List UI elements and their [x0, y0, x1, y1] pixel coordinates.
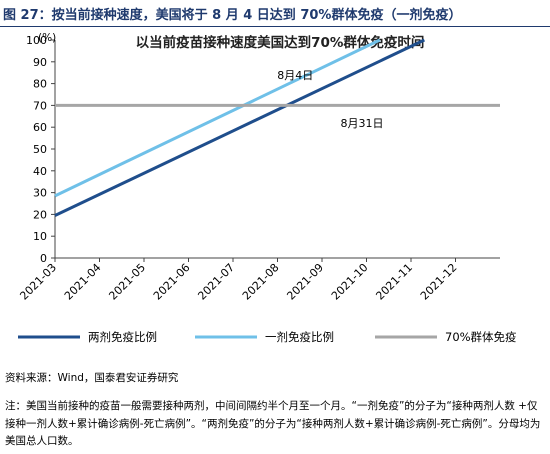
figure-title-bar: 图 27：按当前接种速度，美国将于 8 月 4 日达到 70%群体免疫（一剂免疫… — [0, 0, 550, 27]
y-tick-label: 50 — [33, 143, 47, 156]
y-tick-label: 10 — [33, 230, 47, 243]
legend-label-3: 70%群体免疫 — [445, 330, 517, 344]
chart-title: 以当前疫苗接种速度美国达到70%群体免疫时间 — [136, 34, 425, 51]
y-tick-label: 60 — [33, 121, 47, 134]
x-tick-label: 2021-07 — [195, 261, 237, 303]
x-tick-label: 2021-09 — [284, 261, 326, 303]
legend-label-2: 一剂免疫比例 — [265, 330, 334, 344]
y-tick-label: 100 — [26, 34, 47, 47]
legend-label-1: 两剂免疫比例 — [88, 330, 157, 344]
y-tick-label: 90 — [33, 56, 47, 69]
annotation-label-1: 8月4日 — [277, 69, 313, 82]
y-tick-label: 30 — [33, 187, 47, 200]
annotation-label-2: 8月31日 — [341, 117, 384, 130]
x-tick-label: 2021-10 — [329, 261, 371, 303]
x-tick-label: 2021-04 — [62, 261, 104, 303]
x-tick-label: 2021-06 — [151, 261, 193, 303]
x-tick-label: 2021-03 — [17, 261, 59, 303]
x-tick-label: 2021-11 — [373, 261, 415, 303]
y-axis-unit-label: (%) — [38, 32, 56, 44]
y-tick-label: 70 — [33, 99, 47, 112]
y-tick-label: 0 — [40, 252, 47, 265]
figure-title: 图 27：按当前接种速度，美国将于 8 月 4 日达到 70%群体免疫（一剂免疫… — [3, 8, 462, 23]
y-tick-label: 20 — [33, 208, 47, 221]
series-line-1 — [54, 38, 425, 217]
y-tick-label: 40 — [33, 165, 47, 178]
series-line-2 — [54, 38, 381, 198]
footnote-text: 注：美国当前接种的疫苗一般需要接种两剂，中间间隔约半个月至一个月。“一剂免疫”的… — [5, 400, 541, 447]
x-tick-label: 2021-12 — [418, 261, 460, 303]
source-text: 资料来源：Wind，国泰君安证券研究 — [5, 372, 179, 384]
x-tick-label: 2021-08 — [240, 261, 282, 303]
x-tick-label: 2021-05 — [106, 261, 148, 303]
y-tick-label: 80 — [33, 78, 47, 91]
